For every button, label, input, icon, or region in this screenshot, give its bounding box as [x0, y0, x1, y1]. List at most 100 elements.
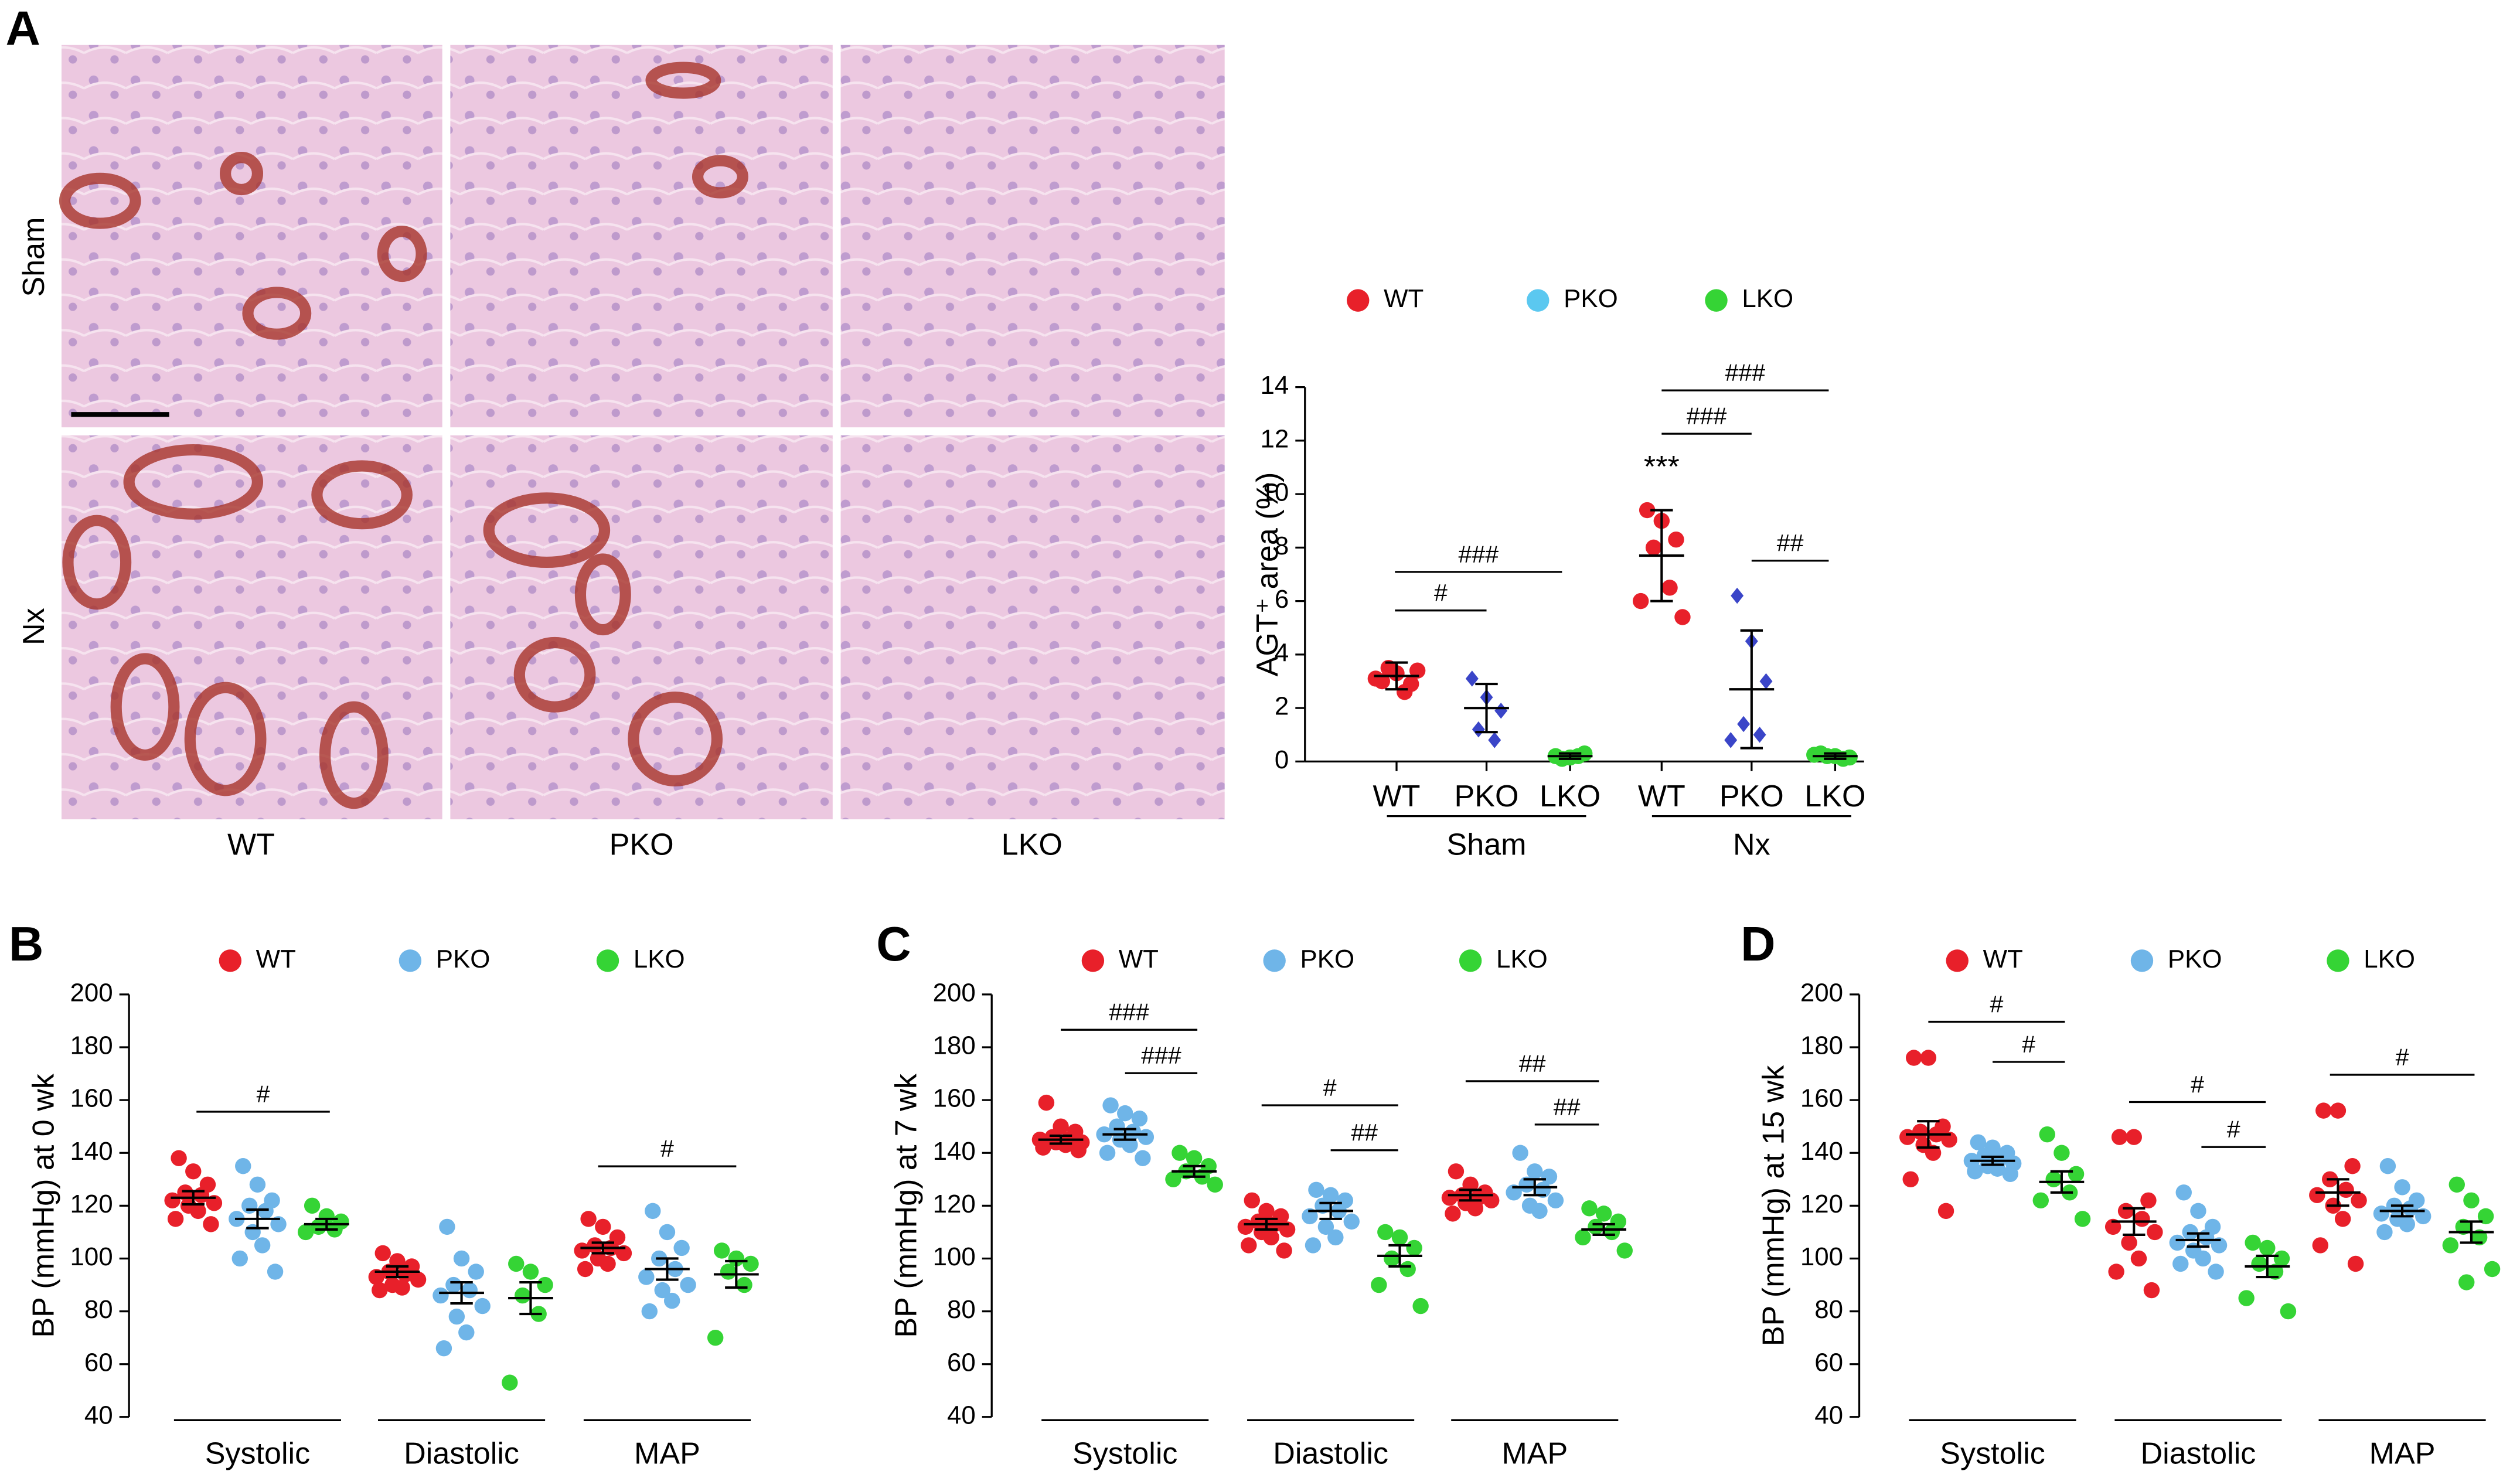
data-point: [2182, 1224, 2198, 1241]
data-point: [2402, 1200, 2419, 1217]
data-point: [2394, 1179, 2410, 1196]
data-point: [1753, 727, 1766, 743]
data-point: [1263, 1229, 1279, 1246]
data-point: [235, 1158, 251, 1174]
y-tick-label: 0: [1275, 745, 1289, 774]
data-point: [310, 1218, 327, 1235]
data-point: [453, 1250, 470, 1267]
data-point: [574, 1242, 590, 1259]
significance-label: ##: [1351, 1119, 1378, 1146]
data-point: [2312, 1237, 2328, 1254]
data-point: [2195, 1250, 2211, 1267]
data-point: [1315, 1197, 1331, 1214]
data-point: [1970, 1134, 1987, 1150]
group-label: MAP: [634, 1436, 700, 1470]
data-point: [2458, 1274, 2475, 1290]
data-point: [508, 1255, 525, 1272]
panel-label: C: [876, 918, 911, 971]
significance-label: ***: [1644, 450, 1680, 484]
data-point: [241, 1197, 258, 1214]
data-point: [1241, 1237, 1257, 1254]
data-point: [2455, 1218, 2471, 1235]
data-point: [2463, 1192, 2480, 1209]
y-tick-label: 160: [70, 1084, 113, 1113]
group-label: Nx: [1733, 827, 1770, 861]
data-point: [1445, 1205, 1461, 1222]
y-tick-label: 80: [84, 1295, 113, 1324]
data-point: [720, 1264, 737, 1280]
data-point: [185, 1163, 202, 1180]
panel-label: D: [1741, 918, 1775, 971]
data-point: [433, 1287, 449, 1304]
legend-marker: [1081, 949, 1105, 972]
data-point: [1531, 1203, 1548, 1220]
data-point: [2104, 1218, 2121, 1235]
y-tick-label: 100: [1800, 1242, 1843, 1271]
panel-label: B: [9, 918, 43, 971]
data-point: [254, 1237, 271, 1254]
data-point: [1731, 587, 1744, 604]
data-point: [2415, 1208, 2432, 1225]
significance-label: ###: [1725, 359, 1766, 386]
data-point: [270, 1216, 287, 1232]
data-point: [1377, 1224, 1394, 1241]
data-point: [2002, 1166, 2018, 1182]
data-point: [1102, 1097, 1119, 1113]
x-tick-label: WT: [1373, 779, 1421, 813]
data-point: [2259, 1239, 2276, 1256]
data-point: [372, 1282, 388, 1299]
stained-tubules: [59, 62, 748, 809]
y-tick-label: 200: [933, 978, 976, 1007]
data-point: [397, 1266, 414, 1283]
group-label: Systolic: [1072, 1436, 1177, 1470]
significance-label: ###: [1109, 999, 1149, 1026]
data-point: [1207, 1176, 1223, 1193]
data-point: [2121, 1234, 2137, 1251]
data-point: [2175, 1184, 2192, 1201]
data-point: [654, 1282, 670, 1299]
data-point: [435, 1340, 452, 1357]
significance-label: #: [2191, 1071, 2204, 1098]
y-tick-label: 180: [70, 1031, 113, 1060]
data-point: [1070, 1142, 1087, 1159]
image-pko-sham: [450, 45, 833, 428]
data-point: [680, 1276, 696, 1293]
significance-label: #: [2396, 1043, 2409, 1070]
y-tick-label: 140: [1800, 1137, 1843, 1166]
data-point: [1575, 1229, 1591, 1246]
y-tick-label: 120: [70, 1190, 113, 1218]
significance-label: #: [2227, 1116, 2240, 1143]
data-point: [1409, 662, 1426, 679]
data-point: [1906, 1050, 1922, 1066]
data-point: [2134, 1211, 2150, 1227]
significance-label: #: [660, 1135, 674, 1162]
legend-label: LKO: [634, 945, 685, 973]
legend-marker: [1263, 949, 1286, 972]
data-point: [515, 1287, 531, 1304]
significance-label: ###: [1459, 540, 1499, 567]
significance-label: ##: [1554, 1093, 1581, 1120]
legend-label: WT: [1983, 945, 2023, 973]
legend-marker: [1527, 289, 1550, 312]
x-tick-label: LKO: [1804, 779, 1865, 813]
y-tick-label: 14: [1261, 371, 1289, 400]
data-point: [641, 1303, 658, 1320]
y-axis-label: BP (mmHg) at 0 wk: [26, 1073, 60, 1337]
y-tick-label: 6: [1275, 585, 1289, 614]
data-point: [743, 1255, 759, 1272]
data-point: [1317, 1218, 1334, 1235]
data-point: [1308, 1181, 1324, 1198]
data-point: [1912, 1123, 1929, 1140]
data-point: [1125, 1123, 1142, 1140]
row-label: Nx: [17, 608, 51, 645]
data-point: [2251, 1255, 2267, 1272]
data-point: [728, 1250, 745, 1267]
significance-label: #: [1434, 579, 1448, 606]
data-point: [1668, 531, 1684, 548]
x-tick-label: PKO: [1455, 779, 1519, 813]
data-point: [2208, 1264, 2224, 1280]
y-axis-label: AGT⁺ area (%): [1251, 472, 1285, 677]
data-point: [1639, 502, 1656, 519]
y-tick-label: 40: [84, 1401, 113, 1429]
legend-marker: [2130, 949, 2154, 972]
